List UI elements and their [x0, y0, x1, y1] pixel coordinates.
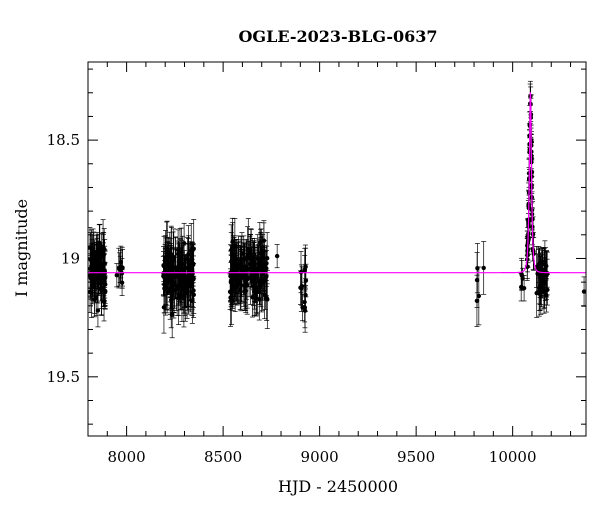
data-point [481, 241, 487, 295]
data-point [177, 237, 183, 289]
data-point [160, 255, 166, 297]
model-curve-group [88, 92, 586, 274]
axes: 8000 8500 9000 9500 10000 18.5 19 19.5 [47, 61, 587, 466]
data-points [87, 80, 587, 339]
data-point [228, 261, 234, 303]
data-point [181, 222, 187, 264]
data-point [303, 278, 309, 312]
x-tick-label: 10000 [489, 448, 537, 466]
data-point [102, 250, 108, 304]
data-point [169, 291, 175, 339]
chart-title: OGLE-2023-BLG-0637 [238, 27, 437, 46]
data-point [474, 252, 480, 308]
data-point [534, 268, 540, 318]
data-point [244, 240, 250, 277]
data-point [95, 293, 101, 328]
y-tick-label: 19.5 [47, 368, 80, 386]
data-point [182, 254, 188, 298]
model-curve [88, 92, 586, 274]
data-point [241, 242, 247, 293]
data-point [168, 245, 174, 291]
data-point [120, 249, 126, 287]
data-point [274, 244, 280, 269]
data-point [537, 255, 543, 285]
x-axis-label: HJD - 2450000 [278, 477, 398, 496]
data-point [518, 272, 524, 302]
y-tick-label: 18.5 [47, 131, 80, 149]
data-point [179, 252, 185, 310]
plot-frame [87, 61, 587, 437]
data-point [91, 231, 97, 275]
data-point [237, 263, 243, 301]
data-point [263, 257, 269, 296]
x-tick-label: 8500 [204, 448, 242, 466]
x-tick-label: 9000 [301, 448, 339, 466]
data-point [536, 246, 542, 283]
x-tick-label: 9500 [397, 448, 435, 466]
data-point [254, 268, 260, 315]
data-point [302, 247, 308, 292]
data-point [173, 268, 179, 311]
data-point [164, 256, 170, 311]
data-point [234, 264, 240, 306]
y-tick-label: 19 [61, 249, 80, 267]
x-tick-label: 8000 [108, 448, 146, 466]
data-point [251, 238, 257, 291]
data-point [542, 258, 548, 309]
data-point [544, 250, 550, 301]
y-axis-label: I magnitude [12, 199, 31, 297]
data-point [186, 257, 192, 302]
data-point [261, 222, 267, 280]
data-point [258, 261, 264, 308]
data-point [98, 247, 104, 284]
